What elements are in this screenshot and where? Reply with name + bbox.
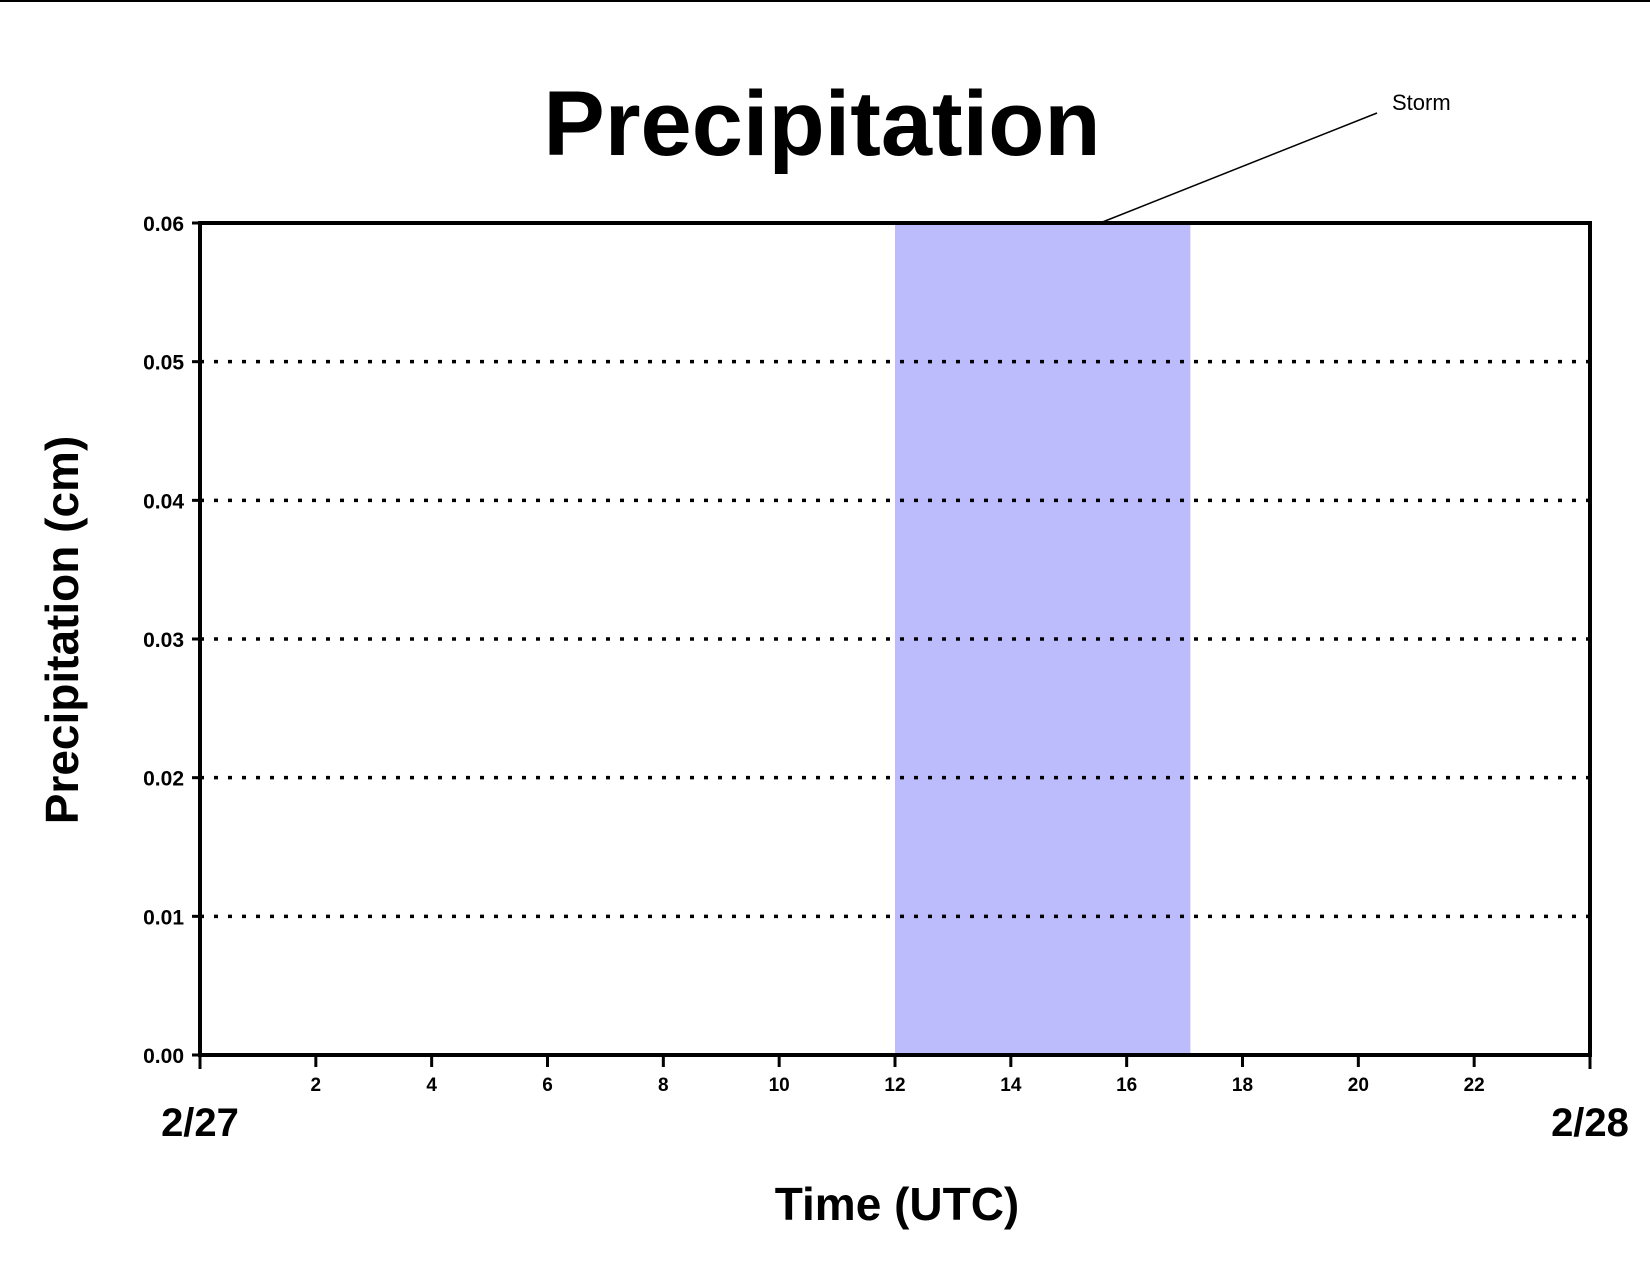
x-tick-label: 4 [426,1075,437,1096]
top-border-rule [0,0,1650,2]
x-tick-label: 8 [658,1075,669,1096]
x-tick-label: 16 [1116,1075,1137,1096]
x-tick-label: 18 [1232,1075,1253,1096]
end-date-label: 2/28 [1551,1101,1629,1145]
y-tick-label: 0.04 [143,490,184,513]
x-axis-label: Time (UTC) [775,1178,1020,1230]
chart-title: Precipitation [543,73,1100,175]
storm-annotation-label: Storm [1392,90,1451,115]
y-tick-label: 0.06 [143,213,184,236]
x-tick-label: 22 [1464,1075,1485,1096]
y-tick-label: 0.02 [143,768,184,791]
y-axis-label: Precipitation (cm) [36,436,88,825]
x-tick-label: 2 [311,1075,322,1096]
x-tick-label: 12 [884,1075,905,1096]
x-tick-label: 6 [542,1075,553,1096]
x-tick-label: 10 [769,1075,790,1096]
y-tick-label: 0.00 [143,1045,184,1068]
x-tick-label: 20 [1348,1075,1369,1096]
y-tick-label: 0.01 [143,906,184,929]
storm-callout-line [1099,112,1378,224]
y-tick-label: 0.03 [143,629,184,652]
start-date-label: 2/27 [161,1101,239,1145]
x-tick-label: 14 [1000,1075,1022,1096]
y-tick-label: 0.05 [143,352,184,375]
